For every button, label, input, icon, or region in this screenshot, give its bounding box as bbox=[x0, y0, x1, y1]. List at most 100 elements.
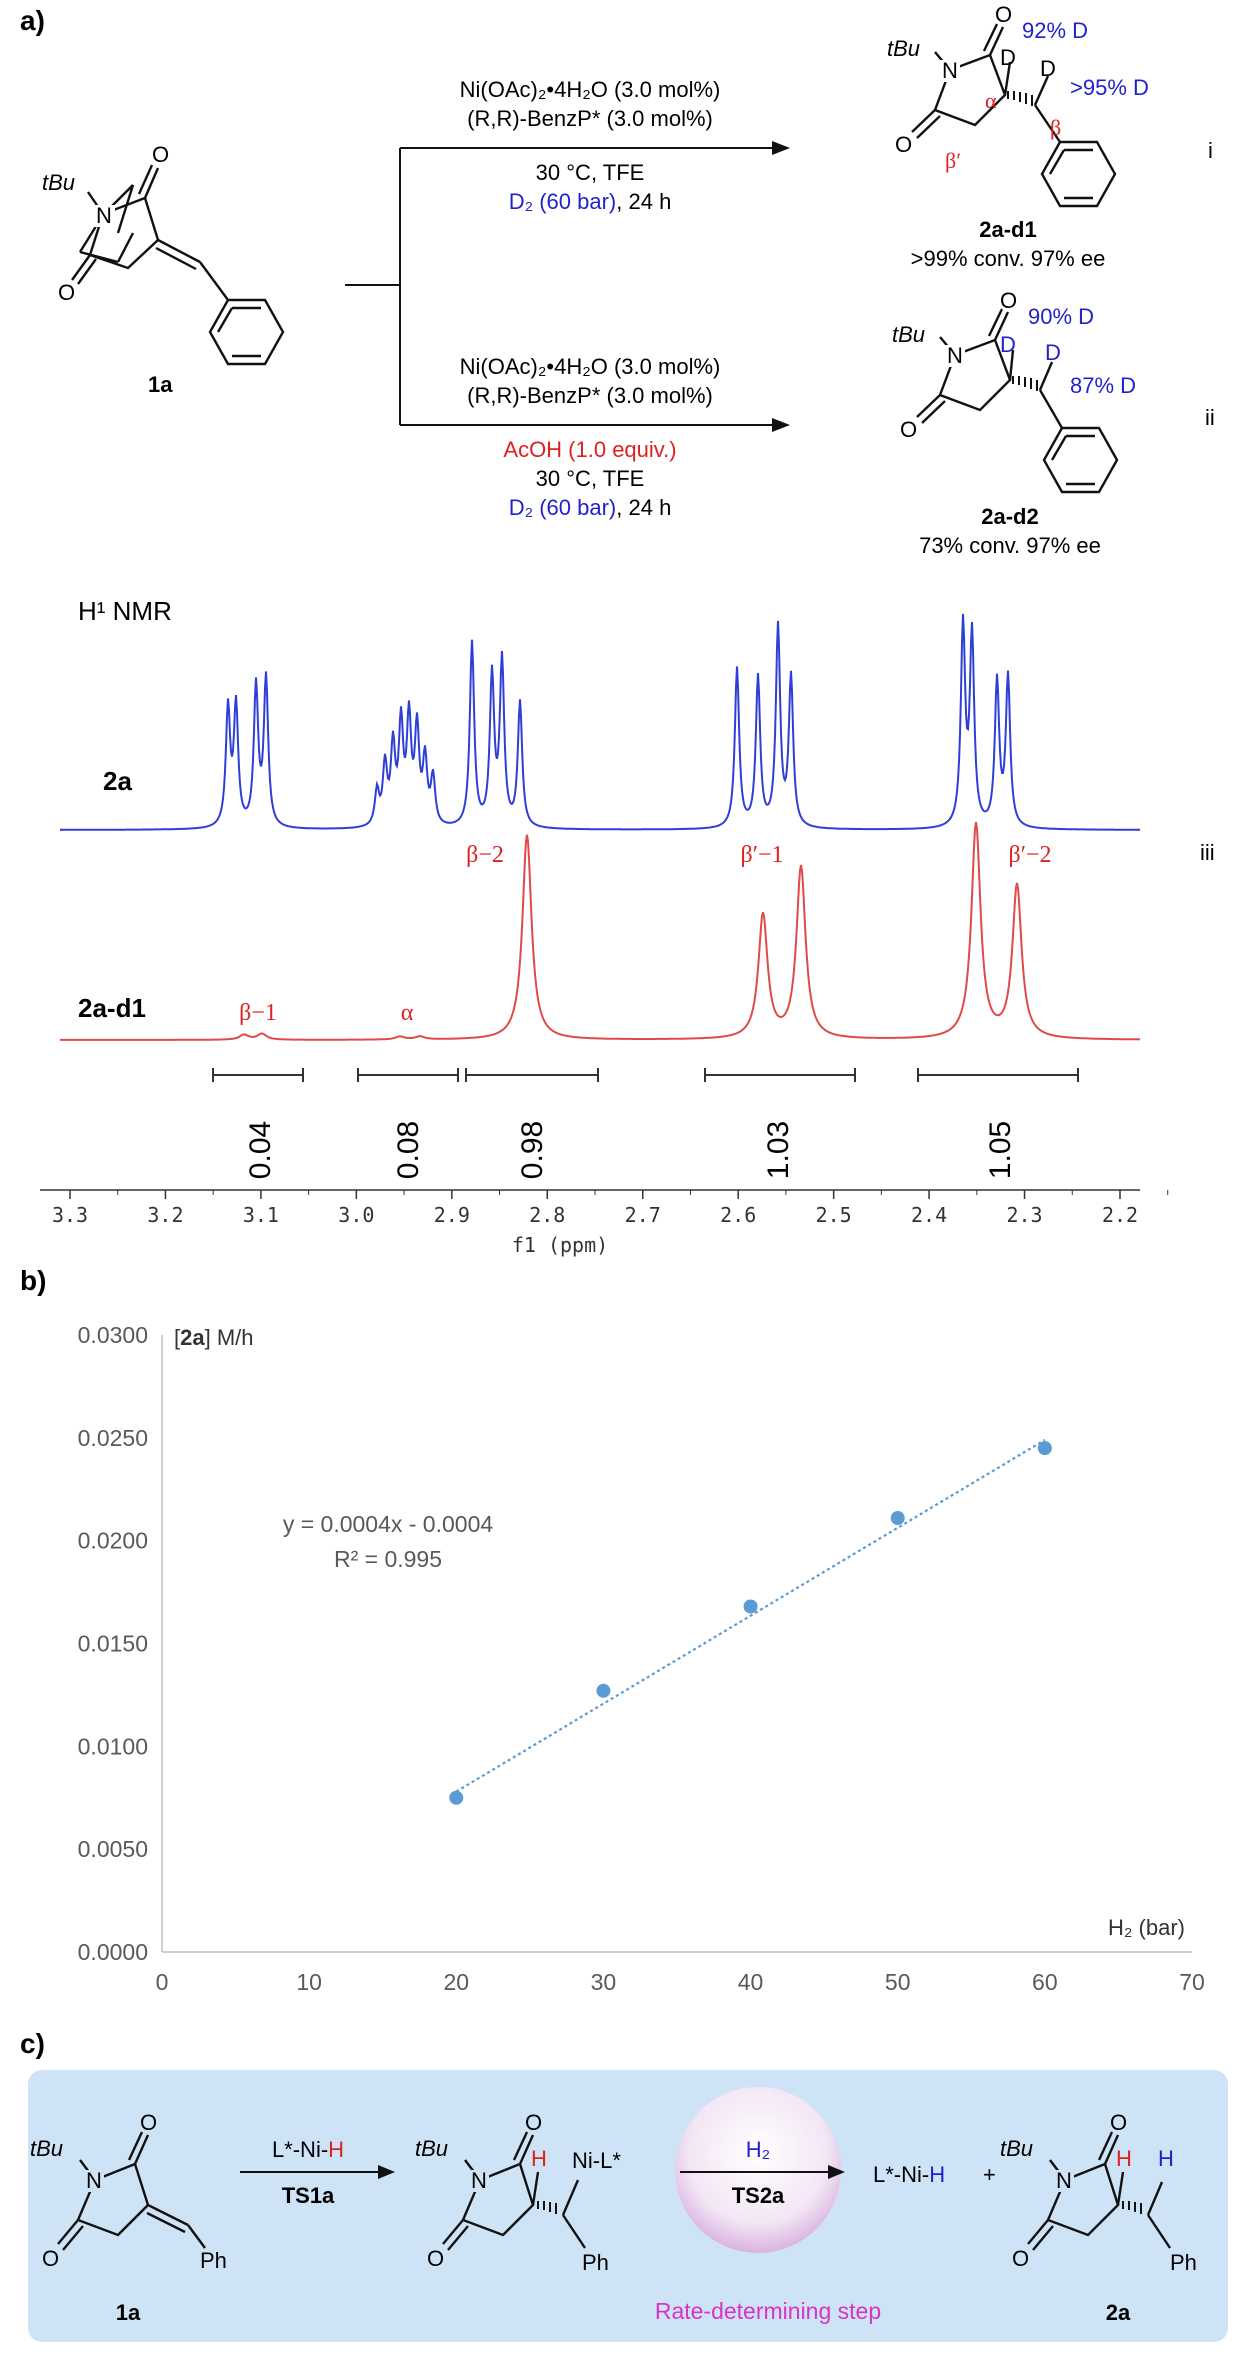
d2-o-bottom: O bbox=[900, 417, 917, 442]
chart-x-tick-label: 30 bbox=[591, 1969, 617, 1995]
nmr-peak-beta-prime-1: β′−1 bbox=[741, 842, 784, 868]
chart-x-tick-label: 60 bbox=[1032, 1969, 1058, 1995]
chart-points bbox=[449, 1441, 1052, 1805]
integral-brackets bbox=[212, 1068, 1079, 1082]
nmr-trace-top-label: 2a bbox=[103, 766, 132, 796]
nmr-axis-tick-label: 3.3 bbox=[52, 1203, 88, 1227]
d1-beta-prime-label: β′ bbox=[945, 148, 961, 173]
nmr-axis-tick-label: 2.4 bbox=[911, 1203, 947, 1227]
p-ph: Ph bbox=[1170, 2250, 1197, 2275]
c-sm-ph: Ph bbox=[200, 2248, 227, 2273]
nmr-axis-tick-label: 3.2 bbox=[147, 1203, 183, 1227]
molecule-2a-d1 bbox=[911, 23, 1117, 208]
nmr-axis-tick-label: 2.3 bbox=[1006, 1203, 1042, 1227]
nmr-peak-beta-2: β−2 bbox=[466, 842, 504, 868]
c-sm-o-top: O bbox=[140, 2110, 157, 2135]
sm-label: 1a bbox=[148, 372, 173, 397]
chart-equation: y = 0.0004x - 0.0004 bbox=[283, 1511, 494, 1537]
d2-beta-pct: 87% D bbox=[1070, 373, 1136, 398]
c-ts1: TS1a bbox=[282, 2183, 335, 2208]
roman-i: i bbox=[1208, 138, 1213, 163]
c-nih-text: L*-Ni- bbox=[873, 2162, 929, 2187]
route-ii-d2-value: D₂ (60 bar) bbox=[509, 495, 617, 520]
c-ts2: TS2a bbox=[732, 2183, 785, 2208]
d1-product-label: 2a-d1 bbox=[979, 217, 1036, 242]
d1-alpha-label: α bbox=[985, 88, 997, 113]
integral-value: 0.08 bbox=[392, 1121, 425, 1179]
int-ni-l: Ni-L* bbox=[572, 2148, 621, 2173]
chart-y-label-bold: 2a bbox=[180, 1325, 205, 1350]
d1-o-bottom: O bbox=[895, 132, 912, 157]
int-o-bottom: O bbox=[427, 2246, 444, 2271]
chart-y-ticks: 0.0000 0.0050 0.0100 0.0150 0.0200 0.0250 0.03… bbox=[78, 1322, 148, 1965]
sm-o-top: O bbox=[152, 142, 169, 167]
d1-d-alpha: D bbox=[1000, 45, 1016, 70]
nmr-axis-tick-label: 2.7 bbox=[625, 1203, 661, 1227]
chart-point bbox=[1037, 1441, 1052, 1456]
route-ii-time: , 24 h bbox=[616, 495, 671, 520]
chart-point bbox=[890, 1511, 905, 1526]
hash-bond-d1 bbox=[1007, 91, 1033, 106]
c-reagent-1-text: L*-Ni- bbox=[272, 2137, 328, 2162]
nmr-spectrum-2a bbox=[60, 613, 1141, 831]
route-ii-ligand: (R,R)-BenzP* (3.0 mol%) bbox=[467, 383, 713, 408]
c-reagent-1: L*-Ni-H bbox=[272, 2137, 344, 2162]
int-ph: Ph bbox=[582, 2250, 609, 2275]
chart-x-tick-label: 50 bbox=[885, 1969, 911, 1995]
d1-result: >99% conv. 97% ee bbox=[911, 246, 1106, 271]
d2-d-beta: D bbox=[1045, 340, 1061, 365]
chart-x-tick-label: 0 bbox=[156, 1969, 169, 1995]
c-arrow-1-head bbox=[378, 2165, 395, 2179]
d1-n-atom: N bbox=[942, 58, 958, 83]
chart-point bbox=[743, 1599, 758, 1614]
route-i-time: , 24 h bbox=[616, 189, 671, 214]
d1-d-beta: D bbox=[1040, 56, 1056, 81]
c-h2: H₂ bbox=[746, 2137, 770, 2162]
c-sm-o-bottom: O bbox=[42, 2246, 59, 2271]
route-i-d2-value: D₂ (60 bar) bbox=[509, 189, 617, 214]
integral-value: 0.04 bbox=[244, 1121, 277, 1179]
chart-y-label-bracket-close: ] bbox=[205, 1325, 217, 1350]
chart-point bbox=[596, 1683, 611, 1698]
nmr-peak-beta-1: β−1 bbox=[239, 1000, 277, 1026]
d1-beta-pct: >95% D bbox=[1070, 75, 1149, 100]
int-tbu: tBu bbox=[415, 2136, 448, 2161]
integral-value: 0.98 bbox=[516, 1121, 549, 1179]
d2-d-alpha: D bbox=[1000, 332, 1016, 357]
hash-bond-d2 bbox=[1012, 376, 1038, 391]
d2-o-top: O bbox=[1000, 288, 1017, 313]
chart-y-tick-label: 0.0250 bbox=[78, 1425, 148, 1451]
p-o-top: O bbox=[1110, 2110, 1127, 2135]
roman-iii: iii bbox=[1200, 840, 1215, 865]
int-o-top: O bbox=[525, 2110, 542, 2135]
nmr-axis-tick-label: 2.6 bbox=[720, 1203, 756, 1227]
c-sm-n: N bbox=[86, 2168, 102, 2193]
chart-x-label: H₂ (bar) bbox=[1108, 1915, 1185, 1940]
d2-alpha-pct: 90% D bbox=[1028, 304, 1094, 329]
int-n: N bbox=[471, 2168, 487, 2193]
c-rds: Rate-determining step bbox=[655, 2298, 881, 2324]
c-reagent-1-h: H bbox=[328, 2137, 344, 2162]
panel-label-c: c) bbox=[20, 2028, 45, 2059]
c-nih: L*-Ni-H bbox=[873, 2162, 945, 2187]
sm-tbu: tBu bbox=[42, 170, 75, 195]
molecule-1a bbox=[71, 164, 285, 366]
int-h: H bbox=[531, 2146, 547, 2171]
nmr-peak-beta-prime-2: β′−2 bbox=[1009, 842, 1052, 868]
p-tbu: tBu bbox=[1000, 2136, 1033, 2161]
c-sm-tbu: tBu bbox=[30, 2136, 63, 2161]
rds-sphere bbox=[675, 2087, 841, 2253]
chart-y-tick-label: 0.0300 bbox=[78, 1322, 148, 1348]
chart-x-tick-label: 70 bbox=[1179, 1969, 1205, 1995]
integral-value: 1.03 bbox=[762, 1121, 795, 1179]
chart-trendline bbox=[455, 1438, 1046, 1793]
route-i-d2: D₂ (60 bar), 24 h bbox=[509, 189, 672, 214]
chart-y-tick-label: 0.0150 bbox=[78, 1631, 148, 1657]
chart-r2: R² = 0.995 bbox=[334, 1546, 442, 1572]
route-i-catalyst: Ni(OAc)₂•4H₂O (3.0 mol%) bbox=[460, 77, 721, 102]
chart-y-tick-label: 0.0100 bbox=[78, 1733, 148, 1759]
roman-ii: ii bbox=[1205, 405, 1215, 430]
nmr-axis-tick-label: 3.1 bbox=[243, 1203, 279, 1227]
panel-label-b: b) bbox=[20, 1265, 46, 1296]
